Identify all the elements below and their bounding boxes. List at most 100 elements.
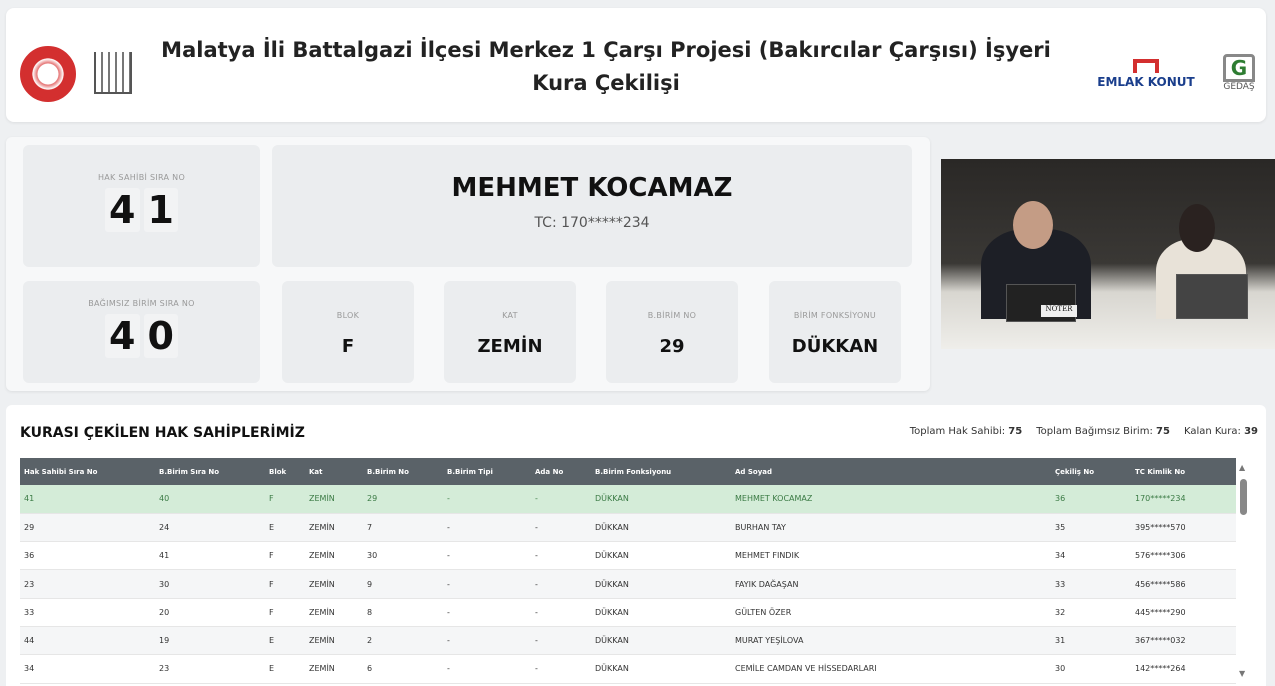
- scrollbar[interactable]: ▲ ▼: [1238, 463, 1250, 678]
- table-cell: 30: [363, 541, 443, 571]
- hak-sahibi-label: HAK SAHİBİ SIRA NO: [97, 173, 186, 182]
- kat-card: KAT ZEMİN: [444, 281, 576, 383]
- table-cell: F: [265, 541, 305, 571]
- table-cell: 34: [1051, 541, 1131, 571]
- column-header: B.Birim Fonksiyonu: [591, 458, 731, 485]
- table-cell: ZEMİN: [305, 541, 363, 571]
- stats: Toplam Hak Sahibi: 75 Toplam Bağımsız Bi…: [910, 426, 1258, 437]
- table-cell: -: [443, 654, 531, 684]
- table-cell: DÜKKAN: [591, 654, 731, 684]
- birim-no-card: B.BİRİM NO 29: [606, 281, 738, 383]
- table-cell: 6: [363, 654, 443, 684]
- table-cell: 36: [20, 541, 155, 571]
- table-cell: 36: [1051, 485, 1131, 514]
- table-row: 29 24 E ZEMİN 7- - DÜKKAN BURHAN TAY 35 395*****5…: [20, 513, 1236, 543]
- table-cell: ZEMİN: [305, 654, 363, 684]
- table-cell: 142*****264: [1131, 654, 1236, 684]
- table-cell: 44: [20, 626, 155, 656]
- table-cell: 7: [363, 513, 443, 543]
- birim-no-label: B.BİRİM NO: [647, 311, 697, 320]
- table-cell: ZEMİN: [305, 598, 363, 627]
- table-cell: ZEMİN: [305, 569, 363, 599]
- table-cell: GÜLTEN ÖZER: [731, 598, 1051, 627]
- table-cell: 30: [1051, 654, 1131, 684]
- table-cell: F: [265, 598, 305, 627]
- table-cell: DÜKKAN: [591, 485, 731, 514]
- table-row: 44 19 E ZEMİN 2- - DÜKKAN MURAT YEŞİLOVA 31 367**…: [20, 626, 1236, 656]
- table-cell: 9: [363, 569, 443, 599]
- table-cell: -: [443, 541, 531, 571]
- table-cell: 31: [1051, 626, 1131, 656]
- table-cell: -: [443, 626, 531, 656]
- table-cell: -: [443, 485, 531, 514]
- table-cell: 32: [1051, 598, 1131, 627]
- table-cell: ZEMİN: [305, 626, 363, 656]
- table-cell: 41: [155, 541, 265, 571]
- table-cell: 170*****234: [1131, 485, 1236, 514]
- table-cell: -: [443, 569, 531, 599]
- table-cell: 395*****570: [1131, 513, 1236, 543]
- table-cell: F: [265, 485, 305, 514]
- table-cell: FAYIK DAĞAŞAN: [731, 569, 1051, 599]
- table-cell: MEHMET FINDIK: [731, 541, 1051, 571]
- column-header: Blok: [265, 458, 305, 485]
- blok-card: BLOK F: [282, 281, 414, 383]
- table-cell: -: [443, 598, 531, 627]
- table-cell: 35: [1051, 513, 1131, 543]
- fonksiyon-label: BİRİM FONKSİYONU: [793, 311, 877, 320]
- page-title: Malatya İli Battalgazi İlçesi Merkez 1 Ç…: [161, 38, 1051, 95]
- fonksiyon-value: DÜKKAN: [791, 336, 879, 357]
- table-cell: 33: [1051, 569, 1131, 599]
- list-title: KURASI ÇEKİLEN HAK SAHİPLERİMİZ: [20, 425, 305, 441]
- table-cell: ZEMİN: [305, 513, 363, 543]
- table-cell: 29: [20, 513, 155, 543]
- winner-name: MEHMET KOCAMAZ: [451, 173, 733, 203]
- table-cell: 30: [155, 569, 265, 599]
- column-header: Kat: [305, 458, 363, 485]
- birim-no-value: 29: [659, 336, 685, 357]
- table-cell: 456*****586: [1131, 569, 1236, 599]
- table-cell: 19: [155, 626, 265, 656]
- table-cell: 20: [155, 598, 265, 627]
- table-cell: -: [531, 626, 591, 656]
- building-logo: [94, 52, 132, 94]
- column-header: Çekiliş No: [1051, 458, 1131, 485]
- emlak-konut-logo: EMLAK KONUT: [1094, 46, 1198, 102]
- table-cell: -: [531, 485, 591, 514]
- table-row: 36 41 F ZEMİN 30- - DÜKKAN MEHMET FINDIK 34 576**…: [20, 541, 1236, 571]
- table-row: 41 40 F ZEMİN 29- - DÜKKAN MEHMET KOCAMAZ 36 170*…: [20, 485, 1236, 514]
- table-cell: BURHAN TAY: [731, 513, 1051, 543]
- winner-tc: TC: 170*****234: [534, 215, 650, 231]
- blok-label: BLOK: [336, 311, 360, 320]
- person-left-head: [1013, 201, 1053, 249]
- scroll-up-icon[interactable]: ▲: [1239, 463, 1246, 472]
- table-cell: DÜKKAN: [591, 569, 731, 599]
- scroll-down-icon[interactable]: ▼: [1239, 669, 1246, 678]
- table-cell: DÜKKAN: [591, 598, 731, 627]
- table-cell: MEHMET KOCAMAZ: [731, 485, 1051, 514]
- table-cell: -: [531, 569, 591, 599]
- table-cell: DÜKKAN: [591, 513, 731, 543]
- government-seal-logo: [20, 46, 76, 102]
- table-cell: -: [531, 541, 591, 571]
- scroll-thumb[interactable]: [1240, 479, 1247, 515]
- table-cell: ZEMİN: [305, 485, 363, 514]
- table-cell: DÜKKAN: [591, 626, 731, 656]
- birim-sira-label: BAĞIMSIZ BİRİM SIRA NO: [88, 299, 195, 308]
- table-cell: 8: [363, 598, 443, 627]
- table-cell: E: [265, 654, 305, 684]
- gedas-logo: G GEDAŞ: [1223, 54, 1255, 92]
- stat-total-birim: Toplam Bağımsız Birim: 75: [1036, 426, 1170, 437]
- column-header: B.Birim Sıra No: [155, 458, 265, 485]
- table-cell: 41: [20, 485, 155, 514]
- column-header: B.Birim No: [363, 458, 443, 485]
- table-cell: CEMİLE CAMDAN VE HİSSEDARLARI: [731, 654, 1051, 684]
- table-cell: 40: [155, 485, 265, 514]
- table-cell: MURAT YEŞİLOVA: [731, 626, 1051, 656]
- stat-total-hak-sahibi: Toplam Hak Sahibi: 75: [909, 426, 1023, 437]
- table-cell: 23: [20, 569, 155, 599]
- results-table: Hak Sahibi Sıra No B.Birim Sıra No Blok Kat…: [20, 458, 1236, 684]
